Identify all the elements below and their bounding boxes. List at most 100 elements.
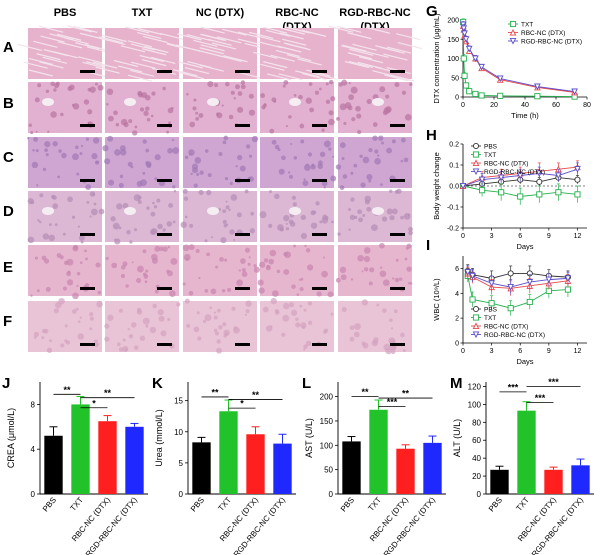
tissue-cell — [370, 224, 378, 232]
tissue-cell — [398, 277, 403, 281]
legend-entry: RGD-RBC-NC (DTX) — [484, 169, 545, 176]
bar — [273, 443, 292, 494]
histology-image — [27, 136, 102, 190]
tissue-fiber — [275, 49, 300, 58]
tissue-cell — [193, 326, 200, 333]
tissue-fiber — [159, 32, 185, 41]
data-point — [517, 193, 524, 200]
histology-image — [183, 80, 257, 133]
tissue-cell — [41, 336, 45, 340]
column-header: NC (DTX) — [196, 7, 245, 19]
data-point — [507, 284, 515, 291]
tissue-cell — [359, 154, 363, 158]
tissue-cell — [224, 258, 228, 262]
tissue-cell — [61, 152, 67, 159]
tissue-fiber — [279, 32, 304, 40]
x-tick-label: 0 — [461, 233, 465, 240]
data-point — [498, 189, 505, 196]
tissue-fiber — [40, 35, 65, 43]
histology-image — [248, 26, 337, 81]
tissue-cell — [236, 212, 242, 218]
tissue-cell — [310, 210, 316, 216]
tissue-cell — [386, 208, 393, 215]
scale-bar — [80, 70, 95, 73]
tissue-cell — [218, 325, 223, 330]
tissue-cell — [268, 258, 275, 265]
tissue-cell — [407, 213, 411, 217]
tissue-cell — [340, 274, 347, 281]
y-axis-label: DTX concentration (μg/mL) — [432, 13, 441, 104]
tissue-cell — [137, 265, 144, 273]
histology-image — [92, 26, 192, 82]
tissue-fiber — [347, 52, 372, 60]
tissue-cell — [162, 86, 166, 91]
tissue-cell — [104, 336, 110, 342]
tissue-fiber — [141, 59, 167, 67]
tissue-cell — [69, 84, 75, 91]
tissue-cell — [244, 189, 249, 194]
tissue-cell — [274, 144, 280, 150]
tissue-cell — [97, 290, 102, 295]
tissue-cell — [160, 330, 167, 337]
tissue-cell — [213, 311, 217, 314]
x-tick-label: PBS — [339, 496, 356, 514]
tissue-fiber — [57, 41, 83, 49]
tissue-cell — [154, 245, 161, 252]
y-tick-label: 15 — [174, 397, 183, 406]
tissue-cell — [127, 327, 130, 331]
tissue-cell — [171, 138, 175, 142]
tissue-cell — [382, 308, 387, 313]
significance-label: * — [92, 398, 96, 408]
bar — [125, 426, 144, 494]
data-point — [465, 45, 473, 53]
tissue-cell — [366, 98, 372, 105]
tissue-cell — [285, 125, 288, 128]
tissue-cell — [335, 164, 342, 170]
tissue-fiber — [349, 48, 374, 56]
data-point — [472, 168, 480, 176]
legend-entry: RBC-NC (DTX) — [484, 324, 528, 331]
data-point — [564, 275, 572, 282]
y-tick-label: 0 — [179, 490, 184, 499]
tissue-cell — [379, 86, 386, 93]
tissue-cell — [111, 262, 118, 269]
data-point — [488, 280, 495, 287]
tissue-cell — [218, 152, 223, 157]
tissue-cell — [307, 152, 313, 157]
tissue-cell — [306, 163, 309, 166]
tissue-cell — [182, 244, 190, 252]
tissue-cell — [274, 310, 280, 315]
tissue-cell — [89, 312, 94, 317]
tissue-cell — [172, 220, 176, 224]
data-point — [479, 187, 486, 194]
tissue-cell — [227, 287, 232, 292]
tissue-cell — [207, 81, 214, 88]
tissue-cell — [71, 309, 77, 314]
tissue-cell — [154, 177, 158, 181]
tissue-cell — [235, 165, 238, 168]
tissue-cell — [257, 279, 264, 286]
tissue-cell — [223, 135, 229, 141]
tissue-lumen — [42, 98, 54, 106]
tissue-cell — [128, 119, 133, 124]
bar — [98, 421, 117, 494]
tissue-cell — [102, 145, 109, 152]
series-rgd-rbc-nc-dtx- — [459, 21, 578, 96]
data-point — [574, 191, 581, 198]
tissue-cell — [308, 82, 313, 86]
tissue-cell — [152, 303, 157, 309]
data-point — [469, 272, 476, 280]
histology-image — [105, 245, 179, 297]
tissue-cell — [145, 324, 149, 328]
y-axis-label: CREA (μmol/L) — [6, 408, 16, 468]
y-tick-label: 100 — [468, 400, 482, 409]
tissue-cell — [87, 109, 93, 115]
tissue-cell — [389, 189, 393, 193]
tissue-cell — [300, 322, 307, 329]
tissue-cell — [303, 164, 311, 171]
tissue-cell — [49, 339, 52, 343]
tissue-cell — [89, 327, 93, 331]
tissue-fiber — [56, 33, 82, 41]
tissue-cell — [391, 349, 396, 355]
tissue-cell — [303, 178, 306, 181]
